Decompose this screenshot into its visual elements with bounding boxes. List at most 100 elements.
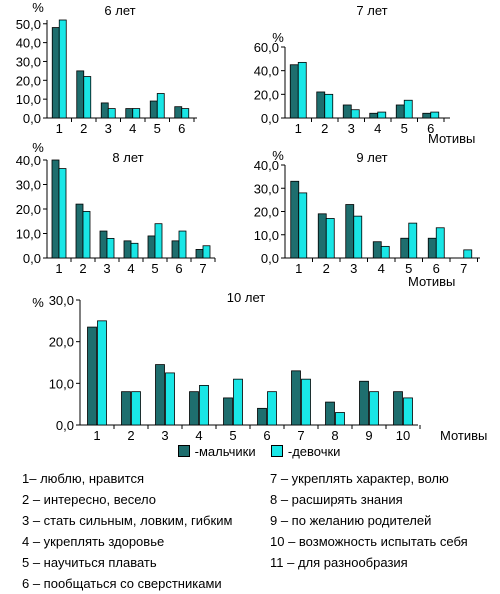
y-axis-label: % bbox=[272, 30, 284, 45]
bar-boys bbox=[87, 326, 97, 426]
legend-swatch-girls bbox=[271, 445, 284, 457]
bar-girls bbox=[233, 378, 243, 426]
bar-girls bbox=[301, 378, 311, 426]
x-tick-label: 5 bbox=[401, 121, 408, 136]
y-tick-label: 30,0 bbox=[16, 54, 41, 69]
x-tick-label: 3 bbox=[105, 121, 112, 136]
bar-girls bbox=[267, 391, 277, 426]
y-tick-label: 40,0 bbox=[16, 36, 41, 51]
bar-boys bbox=[75, 203, 84, 259]
motive-note: 3 – стать сильным, ловким, гибким bbox=[22, 513, 233, 528]
bar-boys bbox=[359, 380, 369, 426]
bar-boys bbox=[342, 104, 352, 119]
x-tick-label: 4 bbox=[374, 121, 381, 136]
x-tick-label: 3 bbox=[348, 121, 355, 136]
bar-girls bbox=[298, 192, 308, 259]
x-tick-label: 6 bbox=[175, 261, 182, 276]
bar-boys bbox=[317, 213, 327, 259]
chart-title: 9 лет bbox=[356, 150, 387, 165]
bar-boys bbox=[372, 241, 382, 259]
x-tick-label: 3 bbox=[350, 261, 357, 276]
bar-girls bbox=[130, 242, 139, 259]
bar-girls bbox=[199, 385, 209, 426]
x-tick-label: 4 bbox=[127, 261, 134, 276]
motive-note: 11 – для разнообразия bbox=[270, 555, 408, 570]
bar-girls bbox=[154, 223, 163, 259]
bar-girls bbox=[369, 391, 379, 426]
x-tick-label: 5 bbox=[151, 261, 158, 276]
bar-girls bbox=[335, 412, 345, 426]
x-tick-label: 6 bbox=[433, 261, 440, 276]
bar-girls bbox=[435, 227, 445, 259]
y-tick-label: 30,0 bbox=[16, 178, 41, 193]
x-tick-label: 2 bbox=[80, 121, 87, 136]
bar-boys bbox=[174, 106, 183, 119]
bar-girls bbox=[408, 222, 418, 259]
y-tick-label: 20,0 bbox=[254, 87, 279, 102]
bar-boys bbox=[123, 240, 132, 259]
bar-boys bbox=[76, 70, 85, 119]
charts-canvas: 0,010,020,030,040,050,01 2 3 4 5 66 лет%0,020… bbox=[16, 0, 488, 440]
legend: -мальчики -девочки bbox=[178, 444, 352, 459]
y-tick-label: 20,0 bbox=[16, 73, 41, 88]
bar-girls bbox=[430, 111, 440, 119]
x-tick-label: 5 bbox=[154, 121, 161, 136]
bar-girls bbox=[325, 218, 335, 259]
bar-boys bbox=[125, 108, 134, 119]
bar-girls bbox=[132, 108, 141, 119]
y-tick-label: 20,0 bbox=[49, 335, 74, 350]
chart-4: 0,0 10,0 20,0 30,0 40,0 1 2 3 4 5 6 7 9 лет% Мотивы bbox=[254, 148, 480, 289]
chart-title: 10 лет bbox=[227, 290, 265, 305]
motive-note: 7 – укреплять характер, волю bbox=[270, 471, 449, 486]
y-tick-label: 0,0 bbox=[23, 111, 41, 126]
y-axis-label: % bbox=[272, 148, 284, 163]
bar-boys bbox=[427, 237, 437, 259]
bar-boys bbox=[195, 249, 204, 259]
x-tick-label: 4 bbox=[378, 261, 385, 276]
bar-boys bbox=[289, 64, 299, 119]
x-tick-label: 1 bbox=[295, 261, 302, 276]
bar-boys bbox=[316, 91, 326, 119]
bar-boys bbox=[171, 240, 180, 259]
motive-note: 9 – по желанию родителей bbox=[270, 513, 432, 528]
bar-girls bbox=[463, 249, 473, 259]
bar-boys bbox=[290, 180, 300, 259]
x-tick-label: 5 bbox=[229, 428, 236, 440]
bar-boys bbox=[155, 364, 165, 426]
y-tick-label: 20,0 bbox=[16, 202, 41, 217]
legend-item-boys: -мальчики bbox=[178, 444, 259, 459]
bar-girls bbox=[377, 111, 387, 119]
motive-note: 4 – укреплять здоровье bbox=[22, 534, 165, 549]
bar-girls bbox=[181, 108, 190, 119]
bar-boys bbox=[345, 204, 355, 259]
y-tick-label: 40,0 bbox=[254, 64, 279, 79]
bar-boys bbox=[393, 391, 403, 426]
motive-note: 6 – пообщаться со сверстниками bbox=[22, 576, 222, 591]
x-tick-label: 6 bbox=[178, 121, 185, 136]
bar-girls bbox=[97, 320, 107, 426]
bar-boys bbox=[51, 27, 60, 119]
y-tick-label: 10,0 bbox=[49, 376, 74, 391]
bar-girls bbox=[58, 19, 67, 119]
bar-girls bbox=[83, 76, 92, 119]
bar-boys bbox=[99, 230, 108, 259]
legend-swatch-boys bbox=[178, 445, 190, 457]
motive-note: 2 – интересно, весело bbox=[22, 492, 157, 507]
legend-label-girls: -девочки bbox=[287, 444, 341, 459]
bar-boys bbox=[257, 407, 267, 426]
x-axis-label: Мотивы bbox=[440, 428, 487, 440]
bar-girls bbox=[297, 61, 307, 119]
bar-girls bbox=[202, 245, 211, 259]
x-tick-label: 7 bbox=[199, 261, 206, 276]
y-axis-label: % bbox=[32, 295, 44, 310]
y-tick-label: 10,0 bbox=[254, 228, 279, 243]
x-tick-label: 1 bbox=[295, 121, 302, 136]
x-tick-label: 2 bbox=[321, 121, 328, 136]
y-tick-label: 0,0 bbox=[23, 251, 41, 266]
chart-2: 0,0 20,0 40,0 60,0 1 2 3 4 5 6 7 лет% Мотивы bbox=[254, 3, 476, 146]
bar-girls bbox=[403, 99, 413, 119]
bar-girls bbox=[324, 93, 334, 119]
bar-girls bbox=[178, 230, 187, 259]
legend-label-boys: -мальчики bbox=[194, 444, 256, 459]
y-tick-label: 20,0 bbox=[254, 205, 279, 220]
